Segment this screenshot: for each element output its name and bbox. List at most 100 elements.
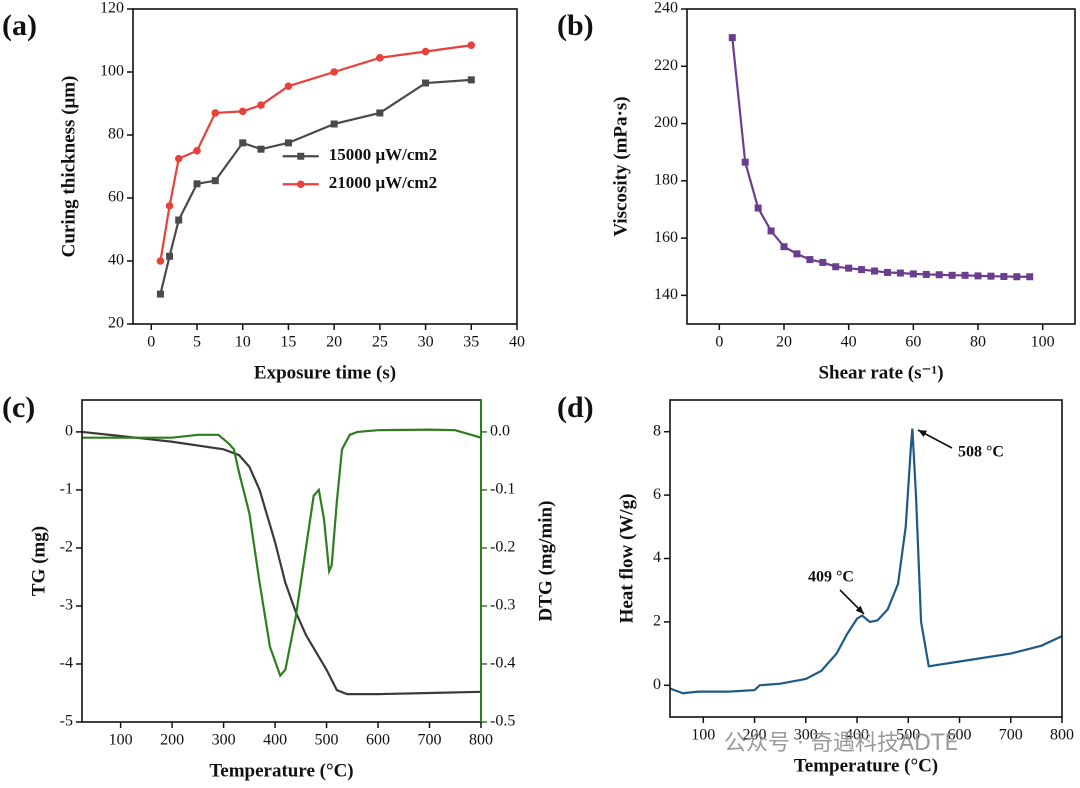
y-tick-label: 4 <box>653 549 661 566</box>
point <box>238 107 247 116</box>
y-tick-label: 80 <box>108 126 124 143</box>
x-axis-label: Temperature (°C) <box>794 755 938 776</box>
point <box>948 271 956 279</box>
x-tick-label: 20 <box>776 334 792 351</box>
point <box>935 271 943 279</box>
y-tick-label: 0 <box>65 423 73 440</box>
y-tick-label: 180 <box>654 171 678 188</box>
point <box>896 269 904 277</box>
x-tick-label: 200 <box>743 727 767 744</box>
annotation-arrowhead <box>918 430 927 437</box>
point <box>1026 273 1034 281</box>
x-tick-label: 80 <box>970 334 986 351</box>
x-tick-label: 60 <box>905 334 921 351</box>
x-axis-label: Shear rate (s⁻¹) <box>818 362 943 383</box>
y-tick-label: 240 <box>654 0 678 17</box>
point <box>211 177 219 185</box>
x-tick-label: 100 <box>691 727 715 744</box>
panel-label: (a) <box>2 9 37 42</box>
point <box>193 180 201 188</box>
point <box>257 101 265 109</box>
x-tick-label: 0 <box>147 334 155 351</box>
x-tick-label: 500 <box>896 727 920 744</box>
point <box>819 258 827 266</box>
x-tick-label: 400 <box>263 732 287 749</box>
point <box>239 139 247 147</box>
x-tick-label: 800 <box>469 732 493 749</box>
y2-tick-label: -0.2 <box>490 539 515 556</box>
series-line <box>82 428 482 678</box>
point <box>467 41 476 50</box>
x-tick-label: 25 <box>372 334 388 351</box>
y-axis-label: Curing thickness (μm) <box>58 76 79 258</box>
point <box>422 79 430 87</box>
y2-tick-label: -0.3 <box>490 597 515 614</box>
y-tick-label: -1 <box>60 481 73 498</box>
series-line <box>159 44 472 262</box>
panel-label: (d) <box>557 391 594 424</box>
point <box>376 109 384 117</box>
point <box>832 263 840 271</box>
y-tick-label: 8 <box>653 422 661 439</box>
y-tick-label: 100 <box>100 63 124 80</box>
y-tick-label: 220 <box>654 57 678 74</box>
x-tick-label: 800 <box>1050 727 1074 744</box>
point <box>330 68 338 76</box>
point <box>156 290 164 298</box>
y2-tick-label: -0.4 <box>490 655 515 672</box>
x-axis-label: Temperature (°C) <box>209 760 353 781</box>
y-axis-label: Heat flow (W/g) <box>616 494 637 624</box>
x-tick-label: 10 <box>235 334 251 351</box>
y-tick-label: 160 <box>654 229 678 246</box>
legend-label: 21000 μW/cm2 <box>329 173 437 192</box>
point <box>845 264 853 272</box>
y2-tick-label: 0.0 <box>490 423 510 440</box>
point <box>806 256 814 264</box>
y-tick-label: -4 <box>60 655 73 672</box>
series-line <box>669 428 1063 695</box>
point <box>156 257 165 265</box>
x-tick-label: 200 <box>160 732 184 749</box>
y-tick-label: 200 <box>654 114 678 131</box>
y-tick-label: 120 <box>100 0 124 17</box>
legend-label: 15000 μW/cm2 <box>329 145 437 164</box>
x-tick-label: 100 <box>109 732 133 749</box>
y-tick-label: 40 <box>108 252 124 269</box>
x-tick-label: 300 <box>794 727 818 744</box>
point <box>728 34 736 42</box>
y-tick-label: 0 <box>653 676 661 693</box>
x-tick-label: 20 <box>326 334 342 351</box>
point <box>961 271 969 279</box>
point <box>767 227 775 235</box>
point <box>780 243 788 251</box>
x-tick-label: 30 <box>418 334 434 351</box>
point <box>211 109 220 117</box>
point <box>909 270 917 278</box>
x-tick-label: 35 <box>463 334 479 351</box>
point <box>284 82 293 90</box>
x-tick-label: 600 <box>366 732 390 749</box>
y-tick-label: -3 <box>60 597 73 614</box>
y-axis-label: Viscosity (mPa·s) <box>610 96 631 236</box>
x-tick-label: 700 <box>999 727 1023 744</box>
series-line <box>81 430 482 696</box>
point <box>1013 273 1021 281</box>
x-tick-label: 700 <box>418 732 442 749</box>
point <box>987 272 995 280</box>
point <box>858 266 866 274</box>
legend-marker <box>297 152 305 160</box>
point <box>922 270 930 278</box>
legend-marker <box>296 180 305 189</box>
x-tick-label: 0 <box>715 334 723 351</box>
y-tick-label: 140 <box>654 286 678 303</box>
point <box>883 268 891 276</box>
y-tick-label: 6 <box>653 486 661 503</box>
point <box>284 139 292 147</box>
point <box>165 202 174 210</box>
y-tick-label: 60 <box>108 189 124 206</box>
plot-frame <box>132 8 518 325</box>
point <box>174 154 183 163</box>
point <box>974 272 982 280</box>
